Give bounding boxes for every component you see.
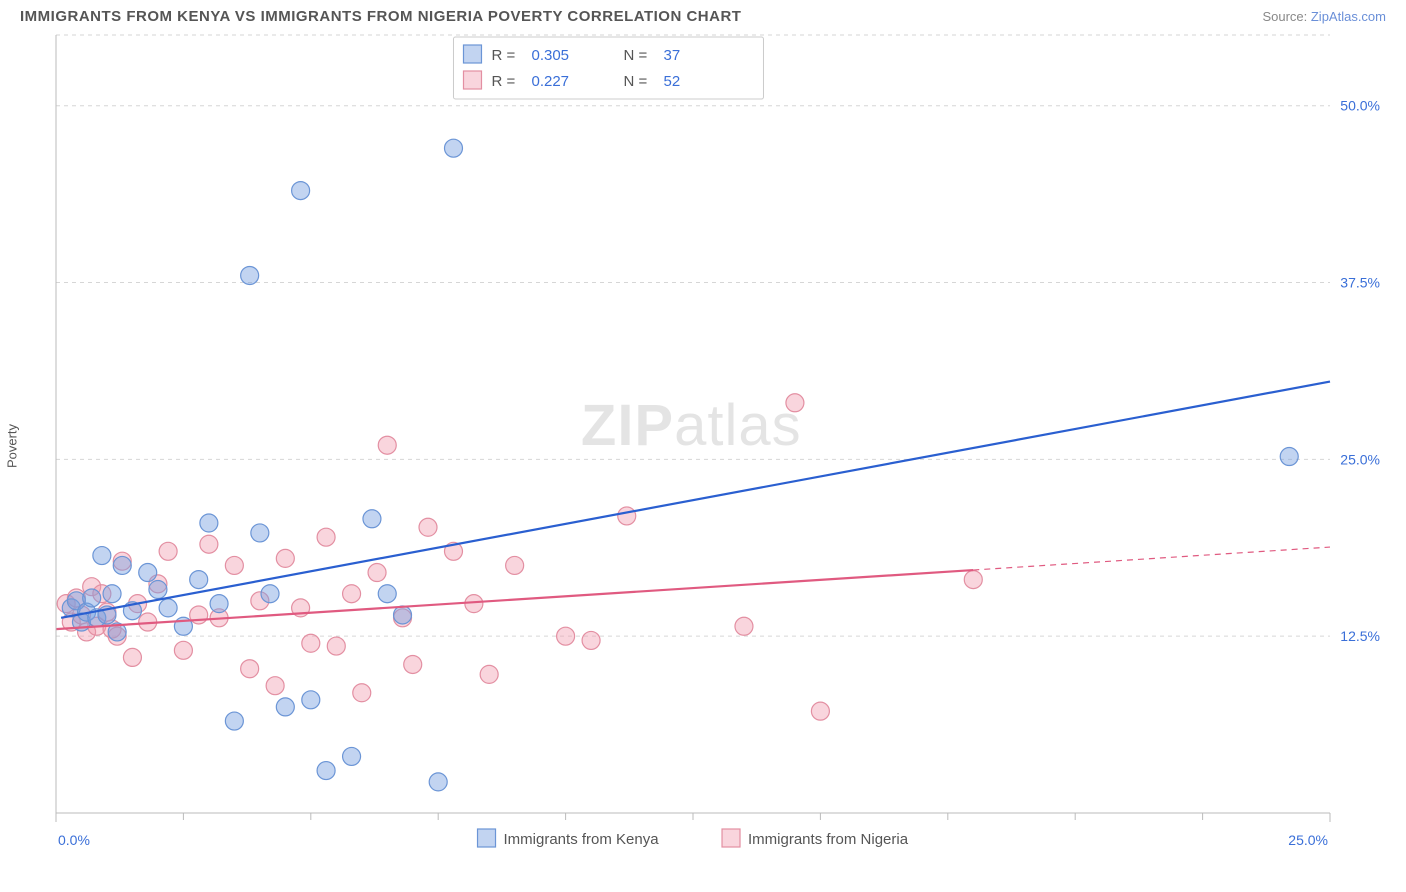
scatter-plot-svg: 12.5% 25.0% 37.5% 50.0% ZIPatlas 0.0% 25.0% R =… xyxy=(50,29,1386,869)
chart-title: IMMIGRANTS FROM KENYA VS IMMIGRANTS FROM… xyxy=(20,8,741,25)
y-tick-label: 25.0% xyxy=(1340,451,1380,467)
data-point xyxy=(582,631,600,649)
data-point xyxy=(190,571,208,589)
data-point xyxy=(618,507,636,525)
legend-r-value: 0.305 xyxy=(531,47,569,64)
data-point xyxy=(261,585,279,603)
chart-area: 12.5% 25.0% 37.5% 50.0% ZIPatlas 0.0% 25.0% R =… xyxy=(50,29,1386,869)
data-point xyxy=(159,599,177,617)
y-tick-label: 37.5% xyxy=(1340,275,1380,291)
data-point xyxy=(83,589,101,607)
data-point xyxy=(292,182,310,200)
y-tick-label: 50.0% xyxy=(1340,98,1380,114)
legend-n-value: 37 xyxy=(663,47,680,64)
data-point xyxy=(302,691,320,709)
data-point xyxy=(317,528,335,546)
legend-n-value: 52 xyxy=(663,73,680,90)
data-point xyxy=(353,684,371,702)
legend-n-label: N = xyxy=(623,47,647,64)
data-point xyxy=(93,547,111,565)
data-point xyxy=(174,641,192,659)
data-point xyxy=(317,762,335,780)
y-tick-label: 12.5% xyxy=(1340,628,1380,644)
data-point xyxy=(557,627,575,645)
legend-swatch xyxy=(463,45,481,63)
x-tick-label: 25.0% xyxy=(1288,832,1328,848)
data-point xyxy=(429,773,447,791)
data-point xyxy=(241,266,259,284)
y-axis-label: Poverty xyxy=(5,424,20,468)
data-point xyxy=(251,524,269,542)
data-point xyxy=(444,139,462,157)
data-point xyxy=(327,637,345,655)
data-point xyxy=(786,394,804,412)
data-point xyxy=(811,702,829,720)
data-point xyxy=(266,677,284,695)
legend-r-label: R = xyxy=(491,47,515,64)
data-point xyxy=(343,747,361,765)
source-credit: Source: ZipAtlas.com xyxy=(1262,9,1386,24)
data-point xyxy=(276,698,294,716)
data-point xyxy=(159,542,177,560)
data-point xyxy=(103,585,121,603)
legend-swatch xyxy=(478,829,496,847)
data-point xyxy=(200,535,218,553)
data-point xyxy=(210,595,228,613)
data-point xyxy=(225,712,243,730)
source-label: Source: xyxy=(1262,9,1310,24)
data-point xyxy=(363,510,381,528)
data-point xyxy=(225,556,243,574)
data-point xyxy=(506,556,524,574)
data-point xyxy=(241,660,259,678)
data-point xyxy=(139,564,157,582)
data-point xyxy=(964,571,982,589)
data-point xyxy=(404,655,422,673)
legend-r-value: 0.227 xyxy=(531,73,569,90)
x-tick-label: 0.0% xyxy=(58,832,90,848)
source-link[interactable]: ZipAtlas.com xyxy=(1311,9,1386,24)
data-point xyxy=(378,436,396,454)
data-point xyxy=(149,581,167,599)
watermark: ZIPatlas xyxy=(581,393,802,458)
data-point xyxy=(123,648,141,666)
data-point xyxy=(1280,448,1298,466)
data-point xyxy=(113,556,131,574)
data-point xyxy=(378,585,396,603)
legend-swatch xyxy=(463,71,481,89)
legend-series-label: Immigrants from Kenya xyxy=(504,831,660,848)
data-point xyxy=(735,617,753,635)
legend-r-label: R = xyxy=(491,73,515,90)
data-point xyxy=(419,518,437,536)
legend-series-label: Immigrants from Nigeria xyxy=(748,831,909,848)
data-point xyxy=(343,585,361,603)
data-point xyxy=(276,549,294,567)
data-point xyxy=(480,665,498,683)
data-point xyxy=(368,564,386,582)
regression-line-extrapolated xyxy=(973,547,1330,570)
legend-n-label: N = xyxy=(623,73,647,90)
data-point xyxy=(394,606,412,624)
data-point xyxy=(302,634,320,652)
legend-swatch xyxy=(722,829,740,847)
data-point xyxy=(200,514,218,532)
